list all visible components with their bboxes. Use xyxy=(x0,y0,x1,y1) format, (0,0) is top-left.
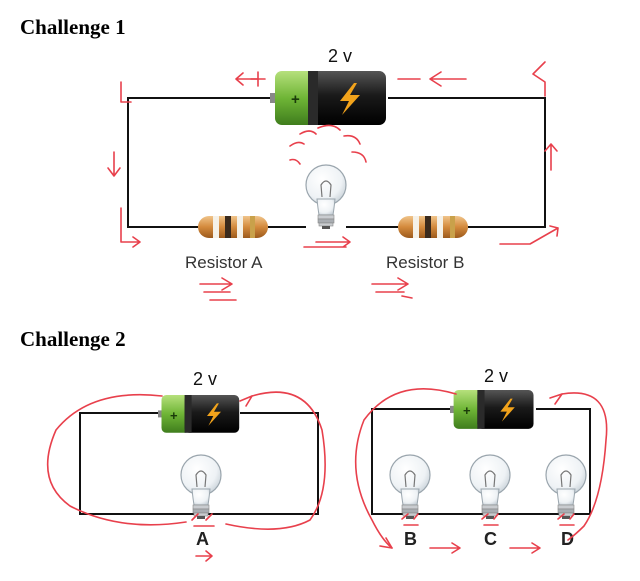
c2-right-plus-sign: + xyxy=(463,403,471,418)
c2-bulb-b xyxy=(389,454,431,520)
c1-arrow-top-right xyxy=(397,71,467,87)
c2-arrow-under-a xyxy=(195,550,213,562)
c2-current-annotations xyxy=(46,387,608,562)
c1-arrow-corner-tl xyxy=(120,81,132,103)
c2-right-arrowhead xyxy=(549,393,563,405)
c1-resistor-a-label: Resistor A xyxy=(185,253,263,272)
c2-left-plus-sign: + xyxy=(170,408,178,423)
c2-bulb-c-label: C xyxy=(484,529,497,549)
c2-left-arrowhead xyxy=(239,395,253,407)
c2-bulb-b-glow xyxy=(401,513,419,526)
c2-arrow-c-to-d xyxy=(509,542,541,554)
challenge-2-heading: Challenge 2 xyxy=(20,327,126,351)
challenge-1-circuit: 2 v + Resistor A Resistor B xyxy=(127,46,546,272)
c1-bulb xyxy=(305,164,347,230)
c2-bulb-a xyxy=(180,454,222,520)
c2-right-outer-loop-left xyxy=(354,387,457,549)
c1-arrow-bottom-right xyxy=(499,225,559,245)
c1-scribble-a xyxy=(199,277,237,301)
c1-plus-annotation xyxy=(250,71,266,87)
c1-arrow-right-side xyxy=(544,143,558,171)
c2-arrow-b-to-c xyxy=(429,542,461,554)
c1-resistor-b xyxy=(398,216,468,238)
c2-bulb-a-glow xyxy=(191,513,215,527)
c1-resistor-b-label: Resistor B xyxy=(386,253,464,272)
c2-left-outer-loop-right xyxy=(225,391,326,530)
challenge-1-heading: Challenge 1 xyxy=(20,15,126,39)
c2-right-outer-loop-right xyxy=(561,392,608,541)
c2-left-battery-voltage: 2 v xyxy=(193,369,217,389)
c1-battery xyxy=(270,71,386,125)
c2-left-outer-loop xyxy=(46,393,187,526)
c2-bulb-d-label: D xyxy=(561,529,574,549)
c2-right-wire xyxy=(371,408,591,515)
c1-wire xyxy=(127,97,546,228)
c1-plus-sign: + xyxy=(291,91,300,108)
c2-bulb-d xyxy=(545,454,587,520)
c1-resistor-a xyxy=(198,216,268,238)
c1-arrow-under-bulb xyxy=(303,236,351,248)
c1-arrow-left-side xyxy=(107,151,121,177)
c1-battery-voltage: 2 v xyxy=(328,46,352,66)
c2-bulb-d-glow xyxy=(557,513,575,526)
c2-bulb-c xyxy=(469,454,511,520)
c2-right-circuit: 2 v + B C D xyxy=(371,366,591,549)
c2-bulb-c-glow xyxy=(481,513,499,526)
c2-bulb-a-label: A xyxy=(196,529,209,549)
c1-arrow-corner-bl xyxy=(120,207,141,248)
c2-bulb-b-label: B xyxy=(404,529,417,549)
c2-right-arrow-bl xyxy=(379,537,393,549)
c2-right-battery-voltage: 2 v xyxy=(484,366,508,386)
c1-bulb-glow-lines xyxy=(289,124,367,165)
c1-current-annotations xyxy=(107,61,559,301)
c1-scribble-b xyxy=(371,277,413,299)
c1-arrow-corner-tr xyxy=(532,61,546,97)
c2-left-circuit: 2 v + A xyxy=(79,369,319,549)
